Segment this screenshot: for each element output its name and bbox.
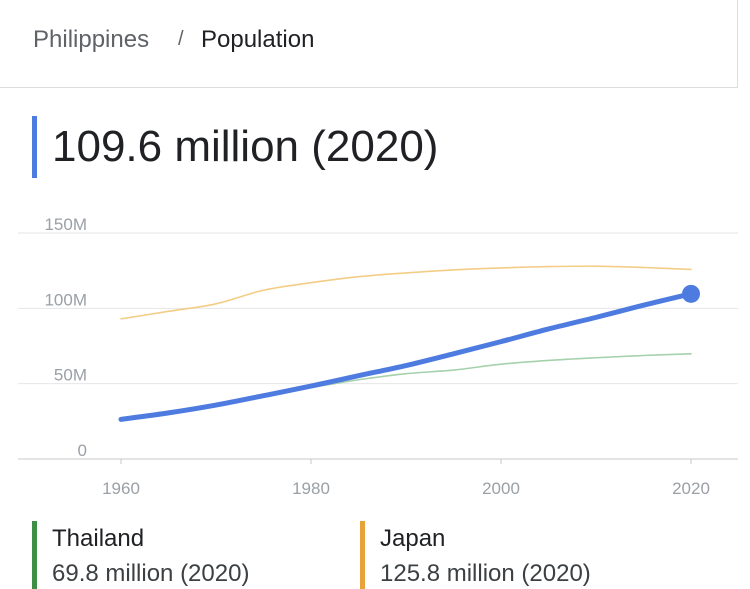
x-tick-label: 1980 <box>292 479 330 498</box>
series-endpoint-philippines <box>682 284 700 303</box>
legend-item-japan[interactable]: Japan 125.8 million (2020) <box>360 521 640 589</box>
headline-accent-bar <box>32 116 37 178</box>
series-line-philippines <box>118 291 694 422</box>
legend-color-bar-thailand <box>32 521 37 589</box>
population-headline: 109.6 million (2020) <box>52 122 439 171</box>
population-chart[interactable]: 0 50M 100M 150M 1960 1980 2000 2020 <box>0 210 750 510</box>
y-tick-label: 50M <box>54 366 87 385</box>
breadcrumb-link-philippines[interactable]: Philippines <box>33 26 150 53</box>
y-tick-label: 150M <box>44 215 87 234</box>
breadcrumb-separator: / <box>178 28 184 50</box>
series-line-japan <box>120 265 692 320</box>
x-tick-label: 1960 <box>102 479 140 498</box>
x-tick-label: 2000 <box>482 479 520 498</box>
legend-name-japan: Japan <box>380 525 446 552</box>
y-tick-label: 0 <box>78 441 87 460</box>
legend-color-bar-japan <box>360 521 365 589</box>
legend-value-thailand: 69.8 million (2020) <box>52 560 250 587</box>
legend-value-japan: 125.8 million (2020) <box>380 560 591 587</box>
breadcrumb-current-population: Population <box>201 26 315 53</box>
y-tick-label: 100M <box>44 290 87 309</box>
x-tick-label: 2020 <box>672 479 710 498</box>
legend-item-thailand[interactable]: Thailand 69.8 million (2020) <box>32 521 312 589</box>
breadcrumb: Philippines / Population <box>0 0 738 88</box>
legend-name-thailand: Thailand <box>52 525 145 552</box>
